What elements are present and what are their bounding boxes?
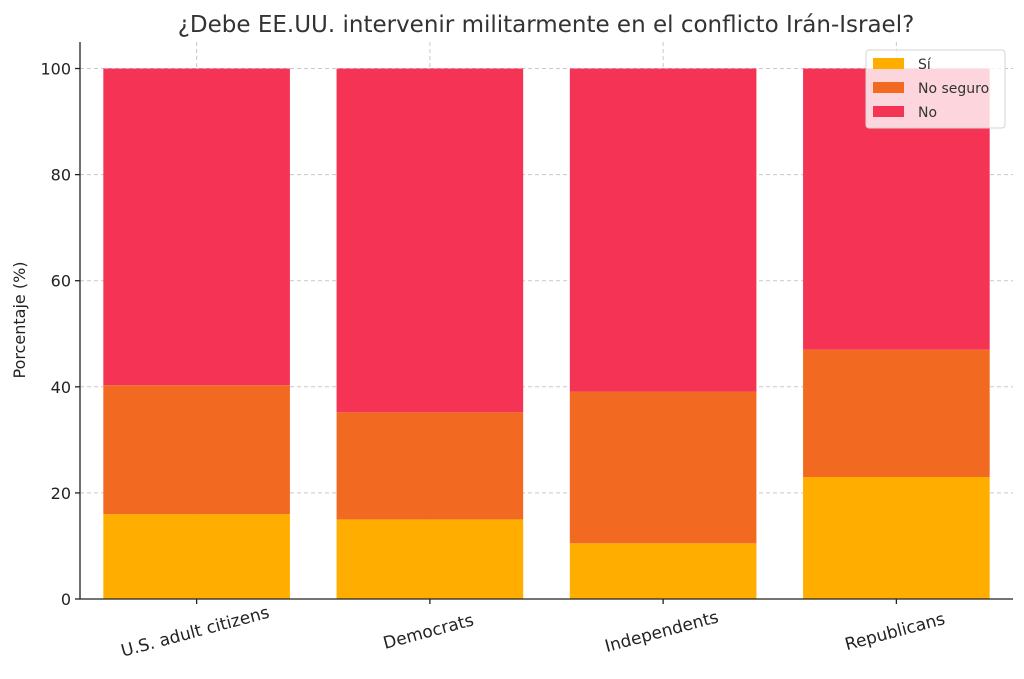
bar-segment — [569, 543, 757, 599]
bar-segment — [336, 412, 524, 520]
bar-segment — [569, 391, 757, 544]
y-tick-label: 0 — [61, 590, 71, 609]
legend: Sí No seguro No — [865, 49, 1006, 129]
bar-segment — [336, 68, 524, 413]
legend-label: Sí — [918, 57, 932, 73]
x-tick-label: Republicans — [843, 609, 948, 655]
bar-segment — [103, 385, 290, 515]
bar-segment — [803, 476, 990, 599]
y-tick-label: 40 — [51, 378, 71, 397]
bar-segment — [103, 514, 290, 599]
y-tick-label: 80 — [51, 166, 71, 185]
legend-swatch — [873, 82, 904, 93]
y-tick-label: 20 — [51, 484, 71, 503]
y-tick-label: 100 — [40, 60, 71, 79]
legend-label: No — [918, 105, 937, 121]
chart-title: ¿Debe EE.UU. intervenir militarmente en … — [178, 12, 915, 38]
legend-swatch — [873, 58, 904, 69]
legend-label: No seguro — [918, 81, 989, 97]
y-axis-label: Porcentaje (%) — [10, 261, 29, 378]
bars — [103, 68, 990, 599]
x-tick-label: U.S. adult citizens — [119, 603, 272, 662]
bar-segment — [336, 519, 524, 599]
x-tick-label: Independents — [603, 607, 721, 657]
x-tick-label: Democrats — [381, 610, 476, 653]
bar-segment — [803, 349, 990, 477]
bar-segment — [103, 68, 290, 386]
y-tick-label: 60 — [51, 272, 71, 291]
legend-swatch — [873, 106, 904, 117]
bar-segment — [569, 68, 757, 392]
